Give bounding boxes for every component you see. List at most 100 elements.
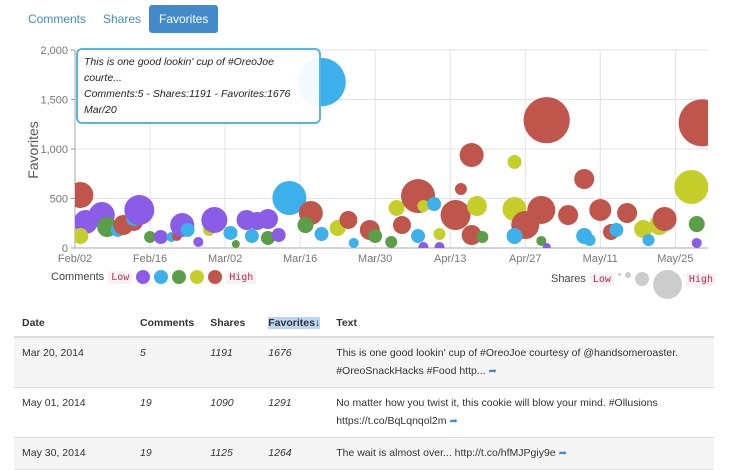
bubble <box>417 200 430 213</box>
bubble <box>688 216 705 233</box>
cell-comments: 19 <box>132 387 203 438</box>
x-tick-label: May/25 <box>657 253 693 265</box>
bubble <box>434 242 445 248</box>
tooltip-text: This is one good lookin' cup of #OreoJoe… <box>84 56 274 84</box>
col-comments[interactable]: Comments <box>132 310 203 338</box>
bubble <box>339 210 358 229</box>
size-dot-1 <box>617 273 621 276</box>
y-tick-label: 1,500 <box>40 95 68 107</box>
y-tick-label: 500 <box>50 194 68 206</box>
y-tick-label: 1,000 <box>40 144 68 156</box>
cell-favorites: 1264 <box>260 437 329 470</box>
bubble <box>272 181 307 216</box>
bubble <box>153 230 168 245</box>
tab-favorites[interactable]: Favorites <box>149 5 219 33</box>
tweet-text: No matter how you twist it, this cookie … <box>336 397 658 427</box>
bubble <box>223 225 238 240</box>
x-tick-label: Mar/16 <box>283 253 317 265</box>
x-tick-label: Apr/13 <box>434 253 466 265</box>
bubble <box>674 170 708 205</box>
bubble <box>271 228 286 243</box>
tweets-table: Date Comments Shares Favorites↓ Text Mar… <box>14 310 714 470</box>
bubble <box>385 235 398 248</box>
share-arrow-icon[interactable]: ➦ <box>449 416 458 427</box>
bubble <box>260 231 275 246</box>
bubble <box>609 222 624 237</box>
share-arrow-icon[interactable]: ➦ <box>488 366 497 377</box>
cell-comments: 19 <box>132 437 203 470</box>
bubble <box>433 228 446 241</box>
size-dot-4 <box>652 270 682 299</box>
chart-tooltip: This is one good lookin' cup of #OreoJoe… <box>76 48 321 124</box>
bubble <box>523 97 570 144</box>
bubble <box>392 216 411 235</box>
legend-dot-blue <box>154 270 169 284</box>
bubble <box>574 168 595 189</box>
legend-low: Low <box>589 273 614 286</box>
bubble <box>476 231 489 243</box>
cell-shares: 1125 <box>202 437 261 470</box>
cell-comments: 5 <box>132 337 203 388</box>
x-tick-label: May/11 <box>583 253 618 265</box>
y-axis-label: Favorites <box>25 121 41 179</box>
bubble <box>180 222 195 237</box>
bubble <box>536 235 547 246</box>
bubble <box>542 242 551 248</box>
bubble <box>459 143 484 168</box>
shares-legend: Shares Low High <box>551 270 717 299</box>
bubble <box>506 228 523 245</box>
bubble <box>507 154 522 169</box>
bubble <box>691 237 702 248</box>
col-favorites[interactable]: Favorites↓ <box>260 310 329 338</box>
bubble <box>467 196 487 217</box>
bubble <box>454 183 467 195</box>
tab-comments[interactable]: Comments <box>28 12 87 26</box>
legend-dot-red <box>208 270 223 284</box>
bubble <box>244 229 259 244</box>
bubble <box>440 200 471 231</box>
bubble <box>527 195 556 224</box>
legend-high: High <box>226 270 257 284</box>
col-text[interactable]: Text <box>328 310 714 338</box>
bubble <box>257 208 278 229</box>
bubble <box>678 99 708 147</box>
bubble <box>75 182 94 209</box>
bubble <box>75 228 89 245</box>
tooltip-stats: Comments:5 - Shares:1191 - Favorites:167… <box>84 88 291 100</box>
bubble <box>297 217 314 234</box>
bubble <box>583 234 596 246</box>
col-favorites-label: Favorites↓ <box>268 317 321 329</box>
bubble <box>652 206 677 231</box>
legend-low: Low <box>108 270 133 284</box>
bubble <box>124 194 155 225</box>
bubble <box>634 220 653 238</box>
cell-favorites: 1676 <box>260 337 329 388</box>
bubble <box>193 236 204 247</box>
y-tick-label: 2,000 <box>40 45 68 57</box>
bubble <box>388 199 405 217</box>
table-row: May 30, 2014 19 1125 1264 The wait is al… <box>14 437 714 470</box>
size-dot-3 <box>634 272 649 286</box>
x-tick-label: Feb/16 <box>133 253 167 265</box>
x-tick-label: Mar/30 <box>358 253 392 265</box>
cell-text: The wait is almost over... http://t.co/h… <box>328 437 714 470</box>
bubble <box>231 240 240 248</box>
bubble <box>144 231 157 243</box>
tab-shares[interactable]: Shares <box>103 12 142 26</box>
col-shares[interactable]: Shares <box>202 310 261 338</box>
legend-high: High <box>685 273 717 286</box>
legend-dot-yellow <box>190 270 205 284</box>
bubble <box>461 225 482 246</box>
cell-favorites: 1291 <box>260 387 329 438</box>
bubble <box>348 237 359 248</box>
bubble <box>368 229 383 244</box>
legend-dot-green <box>172 270 187 284</box>
cell-date: May 30, 2014 <box>14 437 132 470</box>
cell-text: This is one good lookin' cup of #OreoJoe… <box>328 337 714 388</box>
share-arrow-icon[interactable]: ➦ <box>558 448 567 459</box>
table-row: Mar 20, 2014 5 1191 1676 This is one goo… <box>14 337 714 388</box>
table-header: Date Comments Shares Favorites↓ Text <box>14 310 714 338</box>
tweet-text: This is one good lookin' cup of #OreoJoe… <box>336 347 679 377</box>
legend-dot-purple <box>136 270 151 284</box>
col-date[interactable]: Date <box>14 310 132 338</box>
